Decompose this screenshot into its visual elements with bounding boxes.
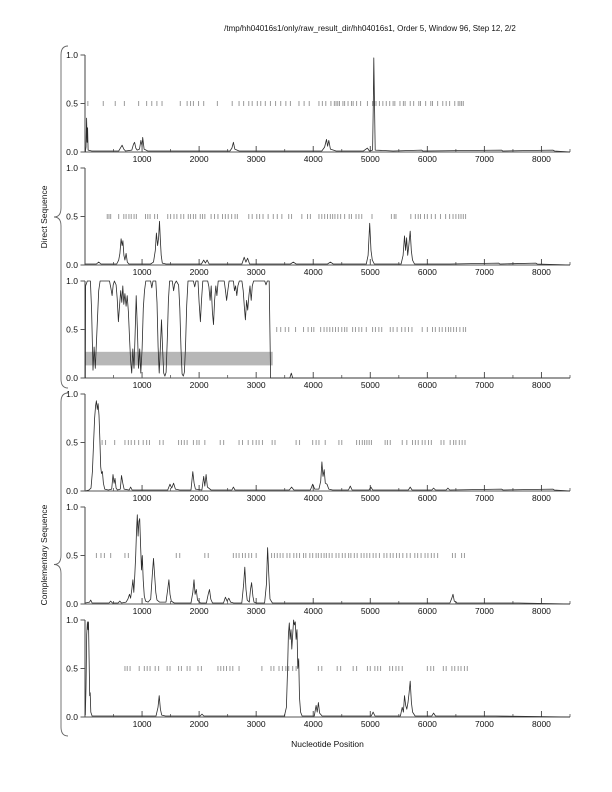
x-tick-label: 8000 [532,380,551,390]
x-tick-label: 1000 [133,493,152,503]
x-tick-label: 4000 [304,380,323,390]
x-tick-label: 2000 [190,493,209,503]
y-tick-label: 0.5 [66,551,78,561]
probability-curve [84,619,571,718]
y-tick-label: 1.0 [66,163,78,173]
x-tick-label: 1000 [133,267,152,277]
x-tick-label: 6000 [418,267,437,277]
y-tick-label: 0.5 [66,438,78,448]
y-tick-label: 1.0 [66,389,78,399]
y-tick-label: 1.0 [66,615,78,625]
codon-marker-row [276,327,467,332]
x-tick-label: 2000 [190,380,209,390]
x-tick-label: 7000 [475,380,494,390]
x-axis-title: Nucleotide Position [291,739,364,749]
codon-marker-row [101,440,466,445]
y-tick-label: 0.5 [66,99,78,109]
x-tick-label: 5000 [361,606,380,616]
x-tick-label: 6000 [418,606,437,616]
x-tick-label: 3000 [247,154,266,164]
x-tick-label: 3000 [247,380,266,390]
x-tick-label: 8000 [532,719,551,729]
x-tick-label: 6000 [418,154,437,164]
complementary-sequence-brace [53,392,69,737]
panel-direct-frame-1: 0.0 0.5 1.0 1000 2000 3000 4000 5000 6000 7000 800… [66,50,571,164]
direct-sequence-brace [53,45,69,389]
y-tick-label: 0.0 [66,373,78,383]
x-tick-label: 8000 [532,493,551,503]
probability-curve [85,220,571,266]
x-tick-label: 4000 [304,719,323,729]
x-tick-label: 5000 [361,267,380,277]
x-tick-label: 4000 [304,154,323,164]
x-tick-label: 3000 [247,267,266,277]
x-tick-label: 5000 [361,719,380,729]
x-tick-label: 8000 [532,267,551,277]
codon-marker-row [95,553,465,558]
codon-marker-row [106,214,467,219]
x-tick-label: 8000 [532,154,551,164]
y-tick-label: 0.0 [66,486,78,496]
x-tick-label: 1000 [133,380,152,390]
x-tick-label: 3000 [247,719,266,729]
y-tick-label: 0.0 [66,260,78,270]
x-tick-label: 2000 [190,606,209,616]
panel-complementary-frame-1: 0.0 0.5 1.0 1000 2000 3000 4000 5000 6000 7000 800… [66,389,571,503]
x-tick-label: 3000 [247,606,266,616]
y-tick-label: 0.5 [66,212,78,222]
y-tick-label: 0.5 [66,325,78,335]
predicted-region-shade [85,351,273,366]
probability-curve [85,400,571,492]
x-tick-label: 5000 [361,154,380,164]
x-tick-label: 7000 [475,606,494,616]
y-tick-label: 1.0 [66,276,78,286]
x-tick-label: 2000 [190,267,209,277]
plot-title: /tmp/hh04016s1/only/raw_result_dir/hh040… [224,24,516,33]
x-tick-label: 2000 [190,719,209,729]
y-tick-label: 0.5 [66,664,78,674]
x-tick-label: 4000 [304,606,323,616]
x-tick-label: 6000 [418,380,437,390]
y-tick-label: 1.0 [66,50,78,60]
x-tick-label: 4000 [304,267,323,277]
probability-curve [84,57,571,153]
x-tick-label: 8000 [532,606,551,616]
panel-complementary-frame-3: 0.0 0.5 1.0 1000 2000 3000 4000 5000 6000 7000 800… [66,615,571,729]
probability-curve [85,514,571,605]
x-tick-label: 3000 [247,493,266,503]
y-tick-label: 0.0 [66,712,78,722]
x-tick-label: 7000 [475,719,494,729]
x-tick-label: 4000 [304,493,323,503]
x-tick-label: 1000 [133,154,152,164]
x-tick-label: 5000 [361,493,380,503]
x-tick-label: 2000 [190,154,209,164]
y-tick-label: 0.0 [66,147,78,157]
x-tick-label: 6000 [418,493,437,503]
x-tick-label: 1000 [133,719,152,729]
x-tick-label: 1000 [133,606,152,616]
x-tick-label: 7000 [475,493,494,503]
x-tick-label: 5000 [361,380,380,390]
panel-direct-frame-2: 0.0 0.5 1.0 1000 2000 3000 4000 5000 6000 7000 800… [66,163,571,277]
panel-complementary-frame-2: 0.0 0.5 1.0 1000 2000 3000 4000 5000 6000 7000 800… [66,502,571,616]
y-tick-label: 1.0 [66,502,78,512]
probability-curve [84,280,570,379]
x-tick-label: 7000 [475,154,494,164]
codon-marker-row [124,666,468,671]
panel-direct-frame-3: 0.0 0.5 1.0 1000 2000 3000 4000 5000 6000 7000 800… [66,276,571,390]
x-tick-label: 6000 [418,719,437,729]
codon-marker-row [87,101,464,106]
x-tick-label: 7000 [475,267,494,277]
y-tick-label: 0.0 [66,599,78,609]
